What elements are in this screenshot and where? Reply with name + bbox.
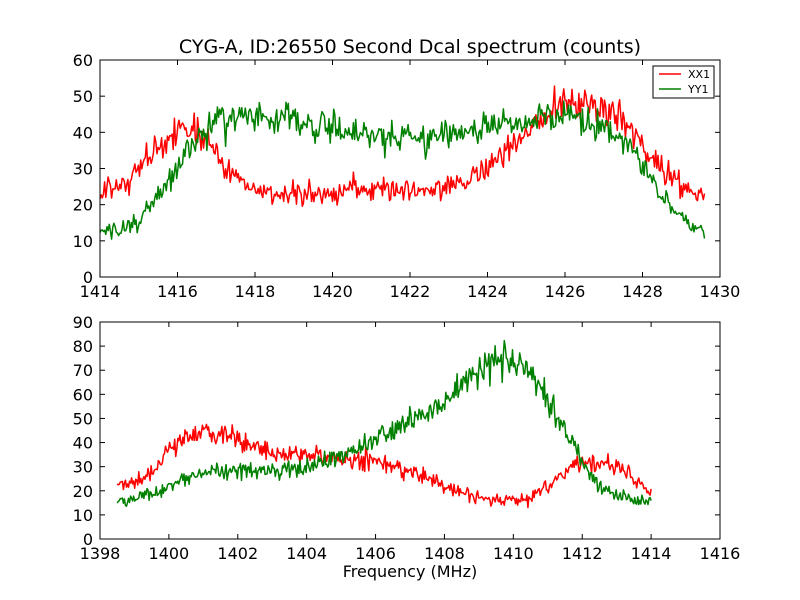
bottom-y-tick-label: 10 [73,506,93,525]
top-x-tick-label: 1424 [467,282,508,301]
top-x-tick-label: 1428 [622,282,663,301]
bottom-x-tick-label: 1414 [631,544,672,563]
bottom-plot-frame [99,321,721,540]
bottom-x-tick-label: 1402 [217,544,258,563]
bottom-series-line-0 [116,423,652,509]
legend-label-xx1: XX1 [688,68,710,81]
top-x-tick-label: 1422 [390,282,431,301]
top-y-tick-label: 10 [73,232,93,251]
top-series-xx1 [99,85,706,207]
top-y-tick-label: 0 [83,268,93,287]
top-x-tick-label: 1416 [157,282,198,301]
legend-box [652,65,715,99]
bottom-x-tick-label: 1412 [562,544,603,563]
bottom-x-tick-label: 1410 [493,544,534,563]
bottom-x-tick-label: 1404 [286,544,327,563]
bottom-x-tick-label: 1400 [149,544,190,563]
bottom-y-tick-label: 20 [73,482,93,501]
chart-title: CYG-A, ID:26550 Second Dcal spectrum (co… [179,36,641,58]
bottom-y-tick-label: 70 [73,361,93,380]
top-y-tick-label: 20 [73,196,93,215]
top-series-layer [99,85,706,240]
bottom-series-line-1 [116,339,652,507]
bottom-x-tick-label: 1406 [355,544,396,563]
top-panel: CYG-A, ID:26550 Second Dcal spectrum (co… [73,36,741,301]
top-y-tick-label: 30 [73,160,93,179]
legend: XX1 YY1 [652,65,715,99]
bottom-y-tick-label: 40 [73,434,93,453]
top-x-tick-label: 1430 [700,282,741,301]
top-y-tick-label: 60 [73,51,93,70]
legend-label-yy1: YY1 [687,83,708,96]
bottom-x-tick-label: 1398 [80,544,121,563]
top-y-tick-label: 50 [73,87,93,106]
top-x-tick-label: 1426 [545,282,586,301]
bottom-ticks-layer: 1398 1400 1402 1404 1406 1408 1410 1412 1414 1416… [73,313,741,563]
bottom-y-tick-label: 0 [83,530,93,549]
bottom-panel: 1398 1400 1402 1404 1406 1408 1410 1412 1414 1416… [73,313,741,581]
top-x-tick-label: 1420 [312,282,353,301]
bottom-x-tick-label: 1408 [424,544,465,563]
bottom-x-tick-label: 1416 [700,544,741,563]
top-x-tick-label: 1414 [80,282,121,301]
bottom-y-tick-label: 60 [73,385,93,404]
bottom-y-tick-label: 50 [73,409,93,428]
top-x-tick-label: 1418 [235,282,276,301]
top-y-tick-label: 40 [73,123,93,142]
top-series-yy1 [99,100,706,240]
bottom-y-tick-label: 80 [73,337,93,356]
x-axis-label: Frequency (MHz) [343,562,477,581]
bottom-y-tick-label: 30 [73,458,93,477]
bottom-series-layer [116,339,652,509]
top-ticks-layer: 1414 1416 1418 1420 1422 1424 1426 1428 1430 0 10 2… [73,51,741,301]
bottom-y-tick-label: 90 [73,313,93,332]
